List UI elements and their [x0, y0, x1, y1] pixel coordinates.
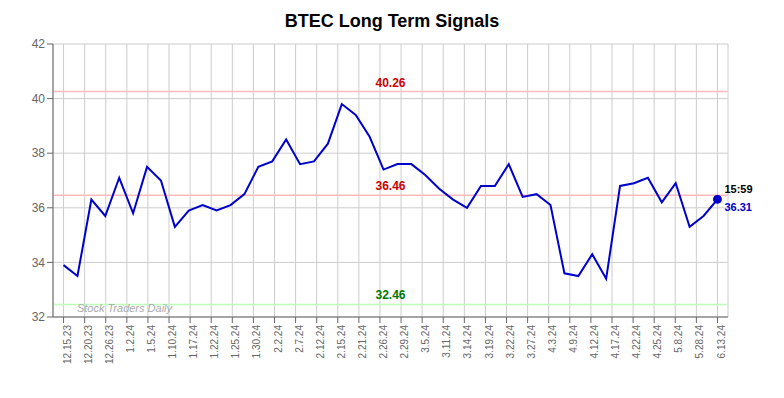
svg-text:3.19.24: 3.19.24 — [484, 325, 495, 359]
svg-text:3.22.24: 3.22.24 — [505, 325, 516, 359]
svg-text:1.22.24: 1.22.24 — [209, 325, 220, 359]
svg-text:32.46: 32.46 — [375, 288, 405, 302]
svg-text:32: 32 — [32, 310, 46, 324]
svg-text:1.5.24: 1.5.24 — [146, 325, 157, 353]
svg-text:3.14.24: 3.14.24 — [462, 325, 473, 359]
svg-text:2.2.24: 2.2.24 — [273, 325, 284, 353]
svg-text:1.25.24: 1.25.24 — [230, 325, 241, 359]
svg-text:4.3.24: 4.3.24 — [547, 325, 558, 353]
svg-text:42: 42 — [32, 37, 46, 51]
svg-text:3.5.24: 3.5.24 — [420, 325, 431, 353]
svg-text:4.25.24: 4.25.24 — [652, 325, 663, 359]
svg-text:36: 36 — [32, 201, 46, 215]
svg-text:6.13.24: 6.13.24 — [716, 325, 727, 359]
svg-text:5.28.24: 5.28.24 — [694, 325, 705, 359]
svg-text:Stock Traders Daily: Stock Traders Daily — [77, 302, 174, 314]
svg-text:1.2.24: 1.2.24 — [125, 325, 136, 353]
svg-text:36.46: 36.46 — [375, 179, 405, 193]
svg-text:40.26: 40.26 — [375, 76, 405, 90]
svg-text:2.15.24: 2.15.24 — [336, 325, 347, 359]
svg-text:2.7.24: 2.7.24 — [294, 325, 305, 353]
html-text:BTEC Long Term Signals: BTEC Long Term Signals — [284, 11, 500, 31]
svg-text:12.26.23: 12.26.23 — [104, 325, 115, 364]
svg-text:4.9.24: 4.9.24 — [568, 325, 579, 353]
svg-text:34: 34 — [32, 256, 46, 270]
svg-text:4.17.24: 4.17.24 — [610, 325, 621, 359]
svg-text:15:59: 15:59 — [724, 183, 752, 195]
svg-text:12.15.23: 12.15.23 — [62, 325, 73, 364]
svg-text:3.11.24: 3.11.24 — [441, 325, 452, 358]
svg-text:1.10.24: 1.10.24 — [167, 325, 178, 359]
svg-text:4.22.24: 4.22.24 — [631, 325, 642, 359]
svg-text:2.12.24: 2.12.24 — [315, 325, 326, 359]
svg-text:2.21.24: 2.21.24 — [357, 325, 368, 359]
svg-text:12.20.23: 12.20.23 — [83, 325, 94, 364]
svg-text:1.17.24: 1.17.24 — [188, 325, 199, 359]
svg-text:3.27.24: 3.27.24 — [526, 325, 537, 359]
svg-text:38: 38 — [32, 146, 46, 160]
svg-text:2.26.24: 2.26.24 — [378, 325, 389, 359]
svg-text:1.30.24: 1.30.24 — [251, 325, 262, 359]
svg-text:36.31: 36.31 — [724, 201, 752, 213]
svg-text:2.29.24: 2.29.24 — [399, 325, 410, 359]
svg-text:40: 40 — [32, 92, 46, 106]
svg-text:4.12.24: 4.12.24 — [589, 325, 600, 359]
svg-text:5.8.24: 5.8.24 — [673, 325, 684, 353]
